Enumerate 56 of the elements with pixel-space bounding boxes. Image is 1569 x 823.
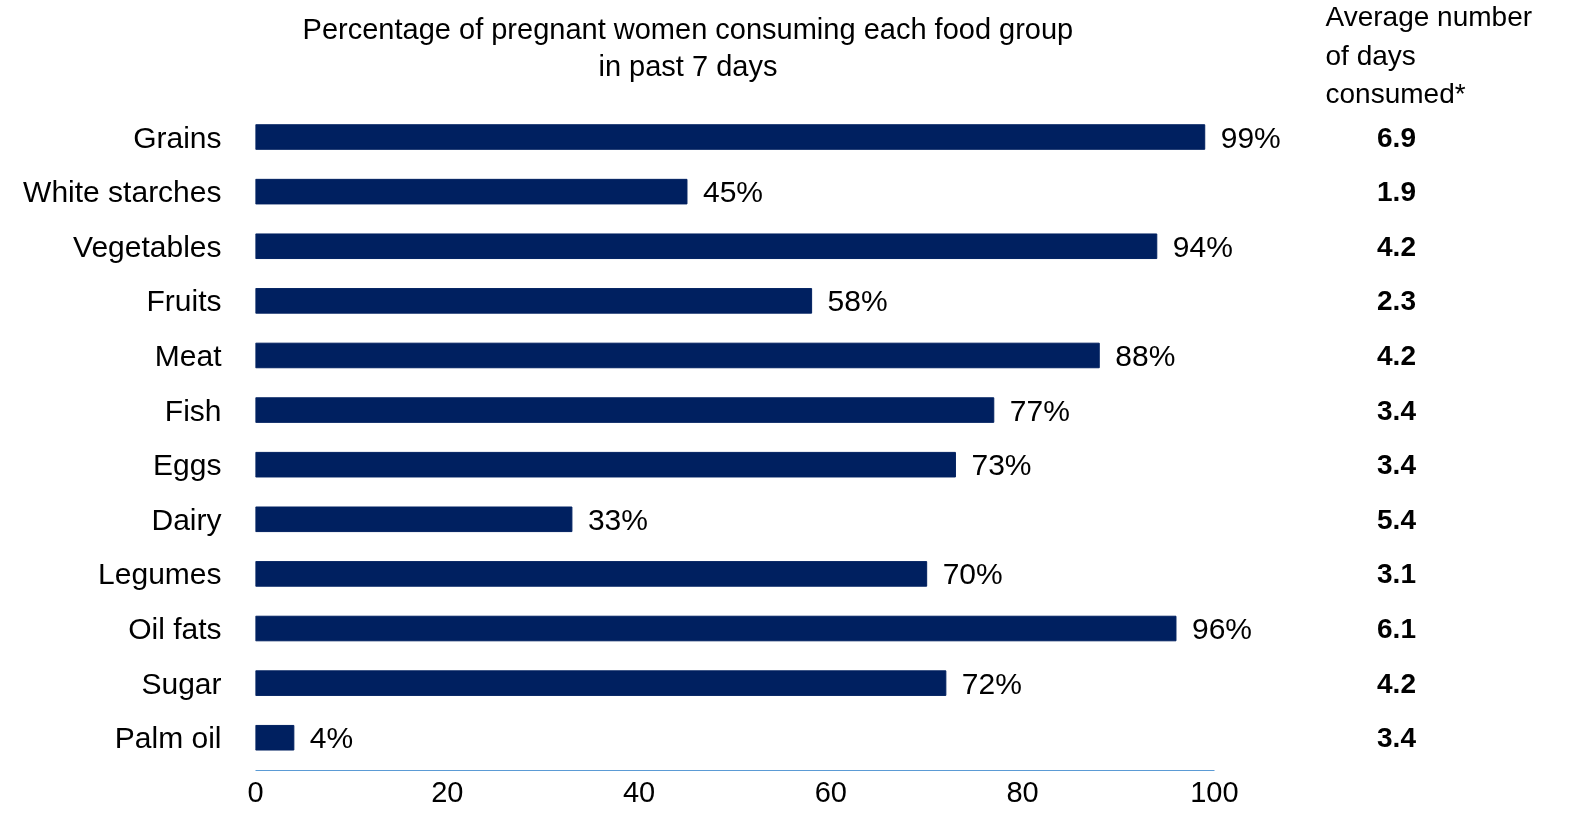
- text: 2.3: [1377, 285, 1416, 317]
- data-label: 33%: [587, 502, 648, 536]
- bar: [255, 124, 1206, 150]
- text: 5.4: [1377, 503, 1417, 535]
- data-label: 96%: [1191, 612, 1253, 646]
- x-tick-label: 20: [431, 775, 464, 808]
- data-label: 4%: [309, 721, 354, 755]
- data-label: 77%: [1009, 393, 1070, 427]
- text: 6.1: [1377, 613, 1416, 645]
- y-tick-label: Sugar: [141, 666, 222, 700]
- text: 3.4: [1377, 449, 1417, 481]
- y-tick-label: Dairy: [151, 502, 222, 536]
- bar: [255, 233, 1158, 260]
- text: 3.4: [1377, 722, 1417, 754]
- bar: [255, 615, 1177, 642]
- y-tick-label: Palm oil: [114, 721, 222, 755]
- data-label: 45%: [702, 175, 764, 209]
- text: Average number of days consumed*: [1325, 1, 1533, 109]
- data-label: 99%: [1220, 120, 1281, 154]
- text: 1.9: [1377, 176, 1416, 208]
- y-tick-label: Fruits: [146, 284, 222, 318]
- y-tick-label: Eggs: [153, 448, 222, 482]
- y-tick-label: Fish: [164, 393, 222, 427]
- bar: [255, 670, 947, 696]
- data-label: 88%: [1115, 338, 1176, 372]
- x-tick-label: 60: [814, 775, 847, 808]
- text: 3.1: [1377, 558, 1416, 590]
- bar: [255, 451, 956, 478]
- text: 6.9: [1377, 121, 1416, 153]
- bar: [255, 561, 928, 587]
- y-tick-label: White starches: [23, 175, 222, 209]
- x-tick-label: 100: [1190, 775, 1239, 808]
- y-tick-label: Vegetables: [73, 229, 222, 263]
- y-tick-label: Oil fats: [128, 612, 222, 646]
- chart-title: Percentage of pregnant women consuming each food group in past 7 days: [302, 12, 1074, 83]
- data-label: 73%: [971, 448, 1032, 482]
- data-label: 72%: [961, 666, 1022, 700]
- bar: [255, 397, 995, 423]
- text: 4.2: [1377, 230, 1416, 262]
- x-tick-label: 80: [1006, 775, 1039, 808]
- bar: [255, 178, 688, 205]
- text: 4.2: [1377, 339, 1416, 371]
- text: 3.4: [1377, 394, 1417, 426]
- data-label: 70%: [942, 557, 1003, 591]
- bar: [255, 288, 813, 314]
- bar: [255, 342, 1100, 369]
- data-label: 94%: [1172, 229, 1233, 263]
- x-tick-label: 0: [247, 775, 264, 808]
- x-tick-label: 40: [622, 775, 656, 808]
- data-label: 58%: [827, 284, 888, 318]
- y-tick-label: Grains: [133, 120, 222, 154]
- bar: [255, 724, 295, 751]
- y-tick-label: Legumes: [98, 557, 222, 591]
- text: 4.2: [1377, 667, 1416, 699]
- bar: [255, 506, 573, 533]
- y-tick-label: Meat: [154, 338, 223, 372]
